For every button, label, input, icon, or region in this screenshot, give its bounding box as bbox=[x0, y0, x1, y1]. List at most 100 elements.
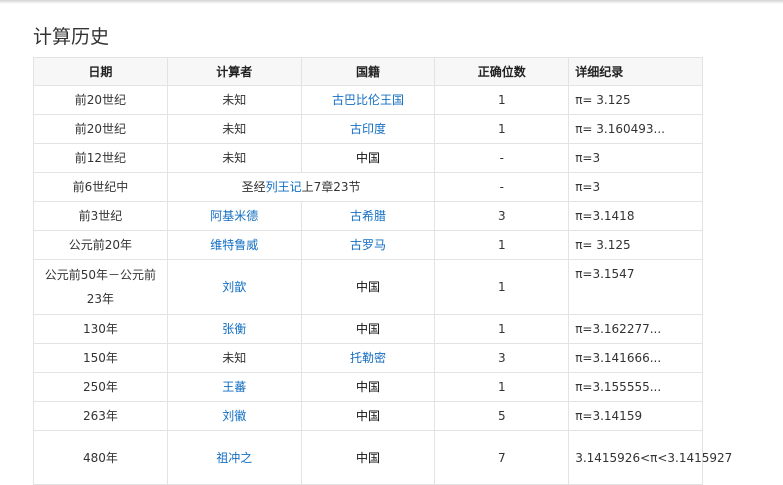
country-text: 中国 bbox=[355, 409, 380, 423]
digits-cell: 1 bbox=[434, 114, 570, 144]
date-text: 263年 bbox=[82, 409, 118, 423]
source-link[interactable]: 列王记 bbox=[265, 180, 302, 194]
record-cell: π=3.1547 bbox=[568, 259, 703, 315]
date-text: 130年 bbox=[82, 322, 118, 336]
person-link[interactable]: 王蕃 bbox=[222, 380, 247, 394]
person-text: 未知 bbox=[222, 122, 247, 136]
record-cell: π= 3.125 bbox=[568, 85, 703, 115]
source-text: 上7章23节 bbox=[301, 180, 361, 194]
date-text: 前20世纪 bbox=[74, 93, 127, 107]
date-text: 250年 bbox=[82, 380, 118, 394]
person-link[interactable]: 刘歆 bbox=[222, 280, 247, 294]
record-text: π=3.155555... bbox=[575, 380, 662, 394]
record-text: π= 3.125 bbox=[575, 238, 631, 252]
date-cell: 前6世纪中 bbox=[33, 172, 168, 202]
record-cell: π=3.141666... bbox=[568, 343, 703, 373]
record-cell: 3.1415926<π<3.1415927 bbox=[568, 430, 732, 485]
table-row: 公元前20年 维特鲁威 古罗马 1 π= 3.125 bbox=[33, 230, 703, 260]
date-cell: 480年 bbox=[33, 430, 168, 485]
country-link[interactable]: 古罗马 bbox=[349, 238, 386, 252]
person-cell: 张衡 bbox=[166, 314, 302, 344]
country-cell: 古罗马 bbox=[300, 230, 436, 260]
digits-cell: 1 bbox=[434, 372, 570, 402]
digits-cell: 3 bbox=[434, 343, 570, 373]
country-cell: 中国 bbox=[300, 314, 436, 344]
country-link[interactable]: 古希腊 bbox=[349, 209, 386, 223]
country-cell: 中国 bbox=[300, 430, 436, 485]
person-link[interactable]: 刘徽 bbox=[222, 409, 247, 423]
table-row: 前12世纪 未知 中国 - π=3 bbox=[33, 143, 703, 173]
table-header: 日期 计算者 国籍 正确位数 详细纪录 bbox=[33, 57, 703, 86]
date-text: 480年 bbox=[82, 450, 118, 465]
country-cell: 托勒密 bbox=[300, 343, 436, 373]
person-cell: 未知 bbox=[166, 343, 302, 373]
digits-cell: - bbox=[434, 143, 570, 173]
date-cell: 263年 bbox=[33, 401, 168, 431]
person-cell: 王蕃 bbox=[166, 372, 302, 402]
person-link[interactable]: 维特鲁威 bbox=[210, 238, 259, 252]
date-text: 公元前20年 bbox=[68, 238, 133, 252]
person-link[interactable]: 张衡 bbox=[222, 322, 247, 336]
digits-text: 3 bbox=[497, 209, 506, 223]
date-text: 公元前50年－公元前23年 bbox=[44, 268, 157, 306]
country-text: 中国 bbox=[355, 380, 380, 394]
record-text: π= 3.125 bbox=[575, 93, 631, 107]
table-row: 263年 刘徽 中国 5 π=3.14159 bbox=[33, 401, 703, 431]
header-digits: 正确位数 bbox=[434, 57, 570, 86]
person-cell: 未知 bbox=[166, 143, 302, 173]
digits-text: - bbox=[499, 180, 504, 194]
table-row: 250年 王蕃 中国 1 π=3.155555... bbox=[33, 372, 703, 402]
date-cell: 250年 bbox=[33, 372, 168, 402]
country-link[interactable]: 托勒密 bbox=[349, 351, 386, 365]
record-text: π=3.1418 bbox=[575, 209, 635, 223]
person-cell: 刘徽 bbox=[166, 401, 302, 431]
digits-cell: 1 bbox=[434, 259, 570, 315]
country-cell: 中国 bbox=[300, 401, 436, 431]
record-text: π= 3.160493... bbox=[575, 122, 665, 136]
person-cell: 刘歆 bbox=[166, 259, 302, 315]
date-cell: 公元前50年－公元前23年 bbox=[33, 259, 168, 315]
date-text: 150年 bbox=[82, 351, 118, 365]
date-cell: 130年 bbox=[33, 314, 168, 344]
header-person: 计算者 bbox=[166, 57, 302, 86]
header-record: 详细纪录 bbox=[568, 57, 703, 86]
country-cell: 古印度 bbox=[300, 114, 436, 144]
date-cell: 前20世纪 bbox=[33, 85, 168, 115]
digits-text: 1 bbox=[497, 322, 506, 336]
record-text: π=3 bbox=[575, 180, 601, 194]
digits-text: 1 bbox=[497, 280, 506, 294]
digits-cell: 1 bbox=[434, 85, 570, 115]
record-cell: π=3.155555... bbox=[568, 372, 703, 402]
table-row: 前6世纪中 圣经列王记上7章23节 - π=3 bbox=[33, 172, 703, 202]
digits-text: 1 bbox=[497, 380, 506, 394]
person-text: 未知 bbox=[222, 93, 247, 107]
country-cell: 中国 bbox=[300, 143, 436, 173]
date-cell: 前20世纪 bbox=[33, 114, 168, 144]
header-date: 日期 bbox=[33, 57, 168, 86]
person-cell: 祖冲之 bbox=[166, 430, 302, 485]
digits-text: 1 bbox=[497, 122, 506, 136]
person-link[interactable]: 祖冲之 bbox=[216, 450, 253, 465]
digits-text: 5 bbox=[497, 409, 506, 423]
table-row: 130年 张衡 中国 1 π=3.162277... bbox=[33, 314, 703, 344]
digits-cell: - bbox=[434, 172, 570, 202]
person-link[interactable]: 阿基米德 bbox=[210, 209, 259, 223]
digits-text: 7 bbox=[497, 450, 506, 465]
date-text: 前20世纪 bbox=[74, 122, 127, 136]
country-text: 中国 bbox=[355, 322, 380, 336]
person-cell: 阿基米德 bbox=[166, 201, 302, 231]
record-text: π=3.1547 bbox=[575, 267, 635, 281]
date-text: 前3世纪 bbox=[78, 209, 123, 223]
country-link[interactable]: 古巴比伦王国 bbox=[331, 93, 404, 107]
record-text: π=3.162277... bbox=[575, 322, 662, 336]
merged-source-cell: 圣经列王记上7章23节 bbox=[166, 172, 436, 202]
digits-cell: 1 bbox=[434, 230, 570, 260]
table-row: 480年 祖冲之 中国 7 3.1415926<π<3.1415927 bbox=[33, 430, 732, 485]
digits-cell: 7 bbox=[434, 430, 570, 485]
country-link[interactable]: 古印度 bbox=[349, 122, 386, 136]
digits-text: 1 bbox=[497, 93, 506, 107]
person-cell: 未知 bbox=[166, 85, 302, 115]
digits-text: 3 bbox=[497, 351, 506, 365]
digits-text: - bbox=[499, 151, 504, 165]
date-cell: 前3世纪 bbox=[33, 201, 168, 231]
